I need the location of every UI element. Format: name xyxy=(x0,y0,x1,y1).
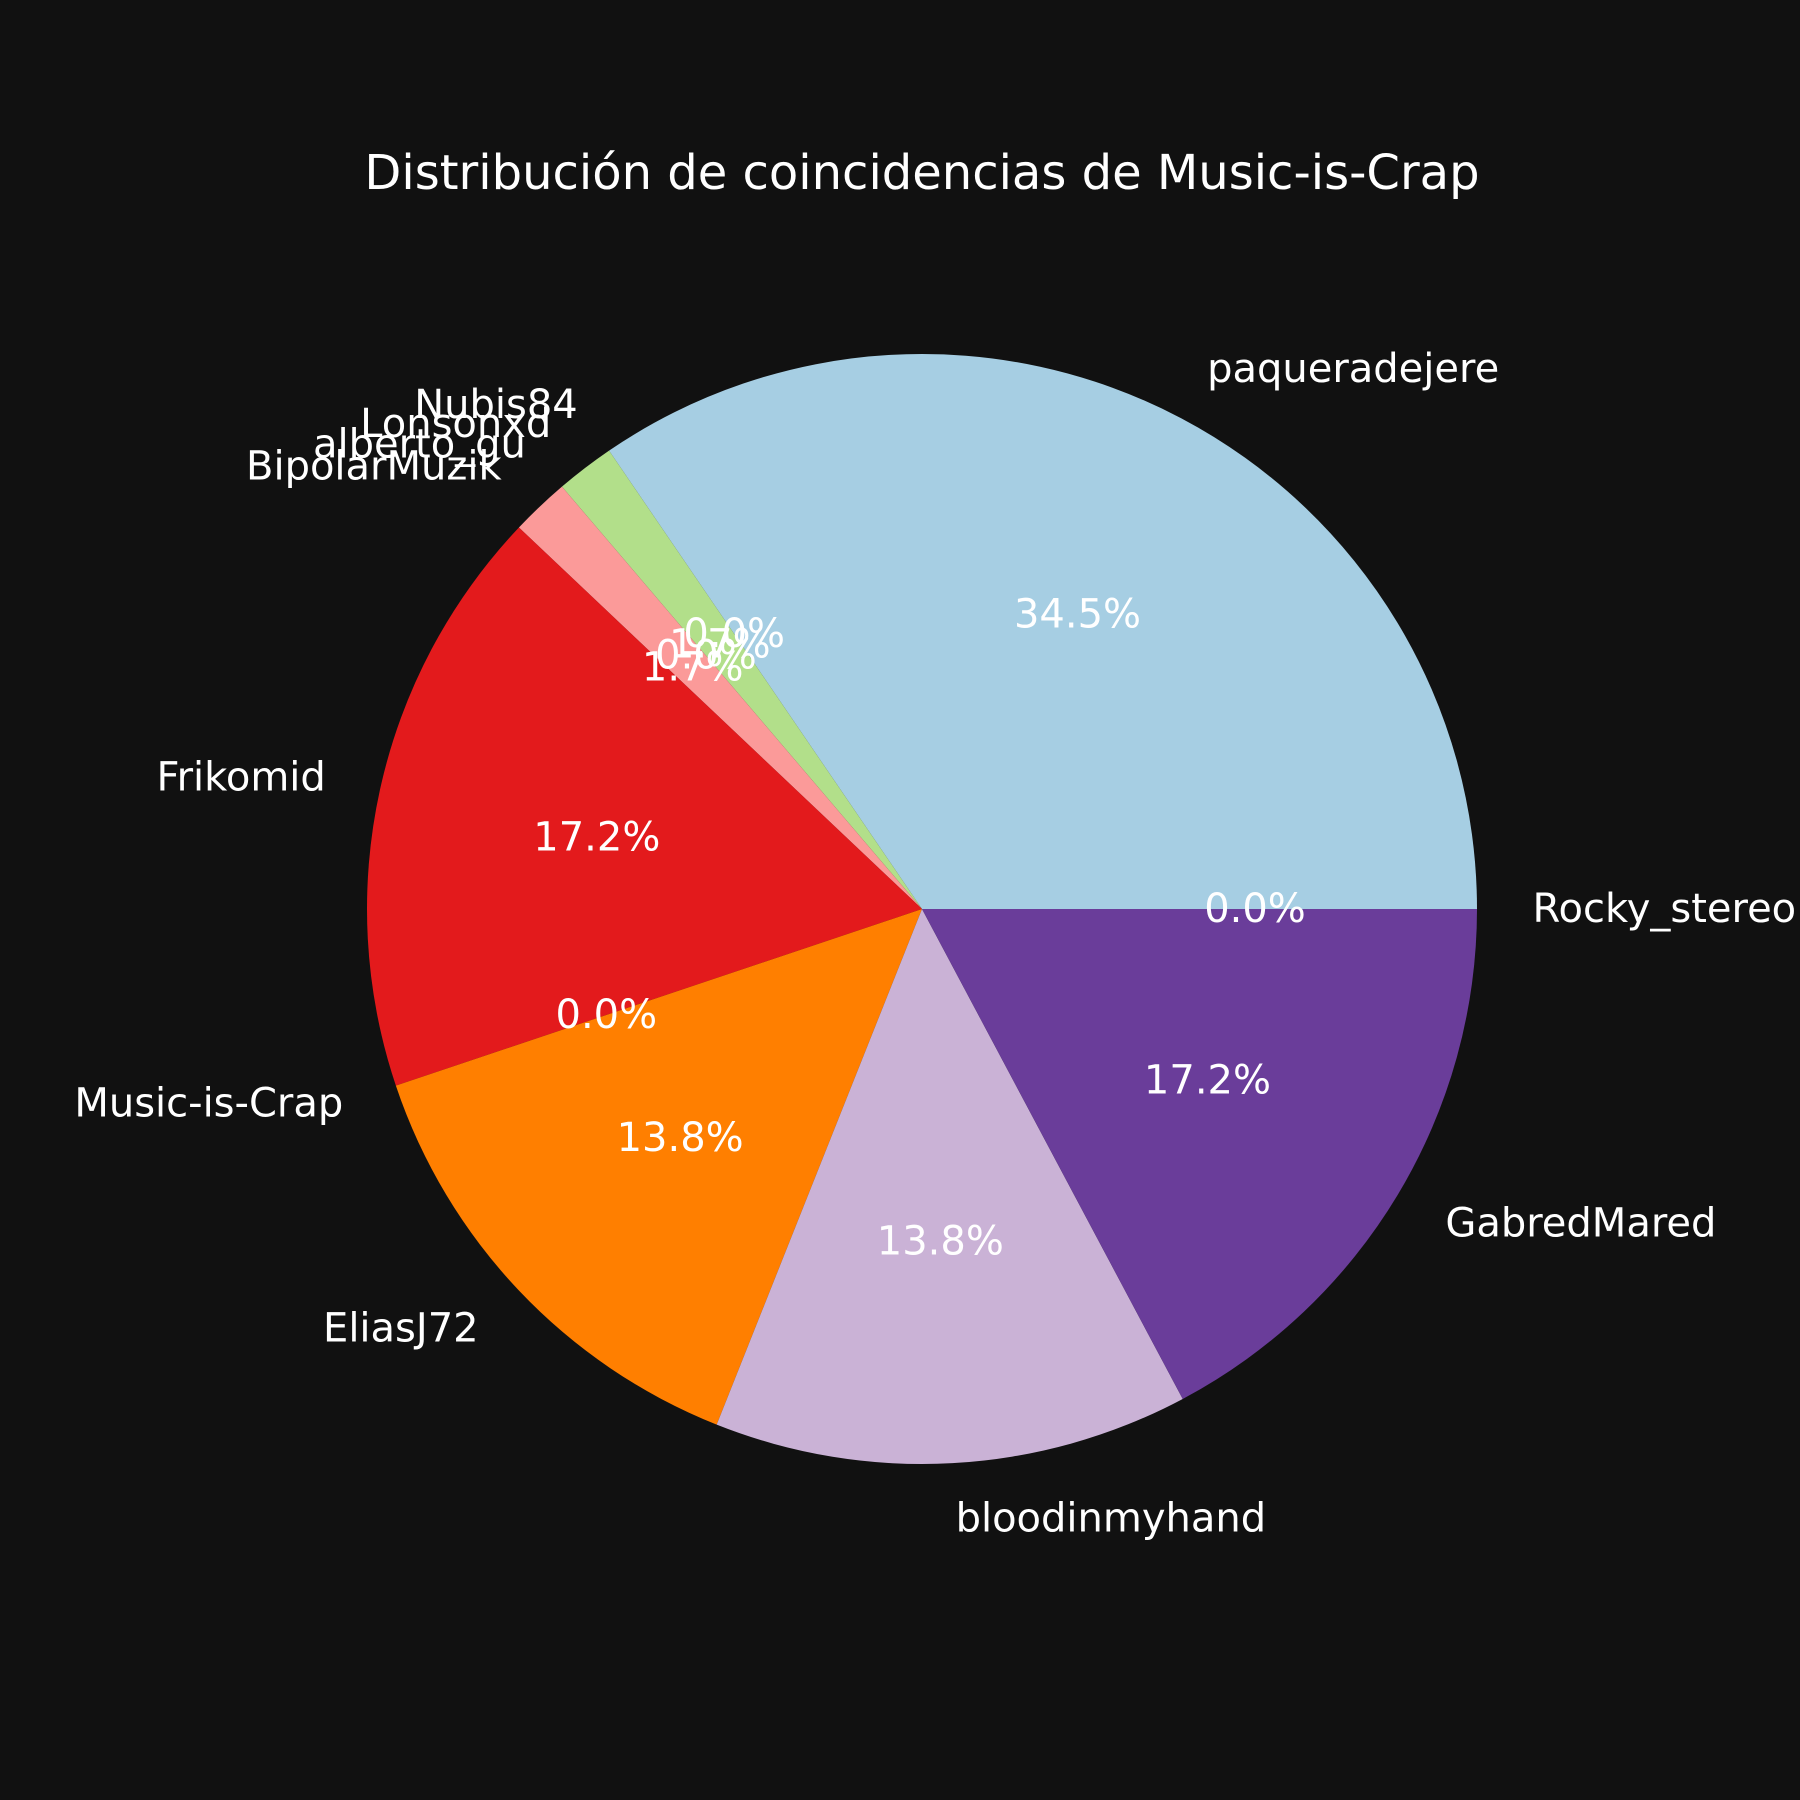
slice-label-rocky-stereo: Rocky_stereo xyxy=(1533,886,1797,932)
slice-percent-lonsonxd: 1.7% xyxy=(669,621,771,667)
slice-percent-bipolarmuzik: 1.7% xyxy=(642,645,744,691)
slice-label-nubis84: Nubis84 xyxy=(414,382,578,428)
slice-bipolarmuzik xyxy=(518,486,922,909)
slice-paqueradejere xyxy=(609,354,1477,910)
slice-percent-rocky-stereo: 0.0% xyxy=(1204,886,1306,932)
slice-percent-music-is-crap: 0.0% xyxy=(556,992,658,1038)
slice-frikomid xyxy=(366,527,923,1086)
slice-label-music-is-crap: Music-is-Crap xyxy=(74,1080,343,1126)
pie-labels: Rocky_stereo paqueradejere Nubis84Lonsonxd… xyxy=(74,346,1796,1541)
slice-eliasj72 xyxy=(395,909,923,1425)
slice-percent-gabredmared: 17.2% xyxy=(1144,1057,1271,1103)
slice-label-alberto-gu: alberto_gu xyxy=(313,421,526,467)
slice-label-paqueradejere: paqueradejere xyxy=(1207,346,1499,392)
slice-label-bipolarmuzik: BipolarMuzik xyxy=(246,443,502,489)
slice-percent-bloodinmyhand: 13.8% xyxy=(877,1218,1004,1264)
pie-slices xyxy=(366,354,1477,1465)
slice-percent-alberto-gu: 0.0% xyxy=(655,633,757,679)
slice-percent-eliasj72: 13.8% xyxy=(617,1115,744,1161)
chart-title: Distribución de coincidencias de Music-i… xyxy=(364,145,1479,201)
slice-label-gabredmared: GabredMared xyxy=(1445,1200,1716,1246)
slice-percent-nubis84: 0.0% xyxy=(683,611,785,657)
slice-label-lonsonxd: Lonsonxd xyxy=(360,401,551,447)
slice-lonsonxd xyxy=(561,450,922,909)
slice-gabredmared xyxy=(922,909,1477,1399)
pie-percent-labels: 0.0%34.5%0.0%1.7%0.0%1.7%17.2%0.0%13.8%1… xyxy=(533,592,1306,1265)
slice-label-frikomid: Frikomid xyxy=(156,755,325,801)
slice-label-bloodinmyhand: bloodinmyhand xyxy=(956,1496,1267,1542)
slice-label-eliasj72: EliasJ72 xyxy=(323,1306,479,1352)
slice-percent-frikomid: 17.2% xyxy=(533,814,660,860)
slice-bloodinmyhand xyxy=(716,909,1183,1465)
slice-percent-paqueradejere: 34.5% xyxy=(1014,592,1141,638)
